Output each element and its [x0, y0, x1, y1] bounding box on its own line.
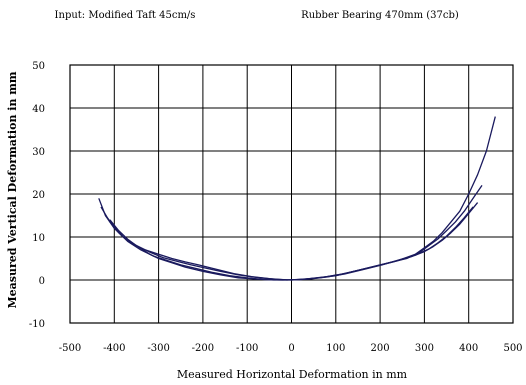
x-tick-label: -300	[147, 343, 169, 354]
x-tick-label: -200	[192, 343, 214, 354]
x-tick-label: 400	[459, 343, 478, 354]
x-tick-labels: -500 -400 -300 -200 -100 0 100 200 300 400 500	[59, 343, 523, 354]
x-tick-label: -100	[236, 343, 258, 354]
y-tick-label: 30	[32, 147, 45, 158]
y-tick-label: 50	[32, 61, 45, 72]
grid-lines	[69, 64, 514, 324]
plot-frame	[69, 64, 514, 324]
x-tick-label: 300	[415, 343, 434, 354]
y-tick-label: -10	[29, 319, 45, 330]
series-group	[98, 116, 496, 281]
y-tick-label: 40	[32, 104, 45, 115]
x-tick-label: 200	[371, 343, 390, 354]
x-tick-label: 100	[326, 343, 345, 354]
chart-title-right: Rubber Bearing 470mm (37cb)	[301, 10, 459, 21]
series-line-3	[109, 206, 474, 281]
x-tick-label: -500	[59, 343, 81, 354]
chart-title-left: Input: Modified Taft 45cm/s	[55, 10, 196, 21]
y-tick-labels: -10 0 10 20 30 40 50	[29, 61, 45, 330]
x-axis-label: Measured Horizontal Deformation in mm	[177, 368, 408, 381]
y-axis-label: Measured Vertical Deformation in mm	[6, 71, 19, 308]
y-tick-label: 0	[39, 276, 45, 287]
y-tick-label: 10	[32, 233, 45, 244]
x-tick-label: 500	[503, 343, 522, 354]
x-tick-label: -400	[103, 343, 125, 354]
y-tick-label: 20	[32, 190, 45, 201]
x-tick-label: 0	[288, 343, 294, 354]
